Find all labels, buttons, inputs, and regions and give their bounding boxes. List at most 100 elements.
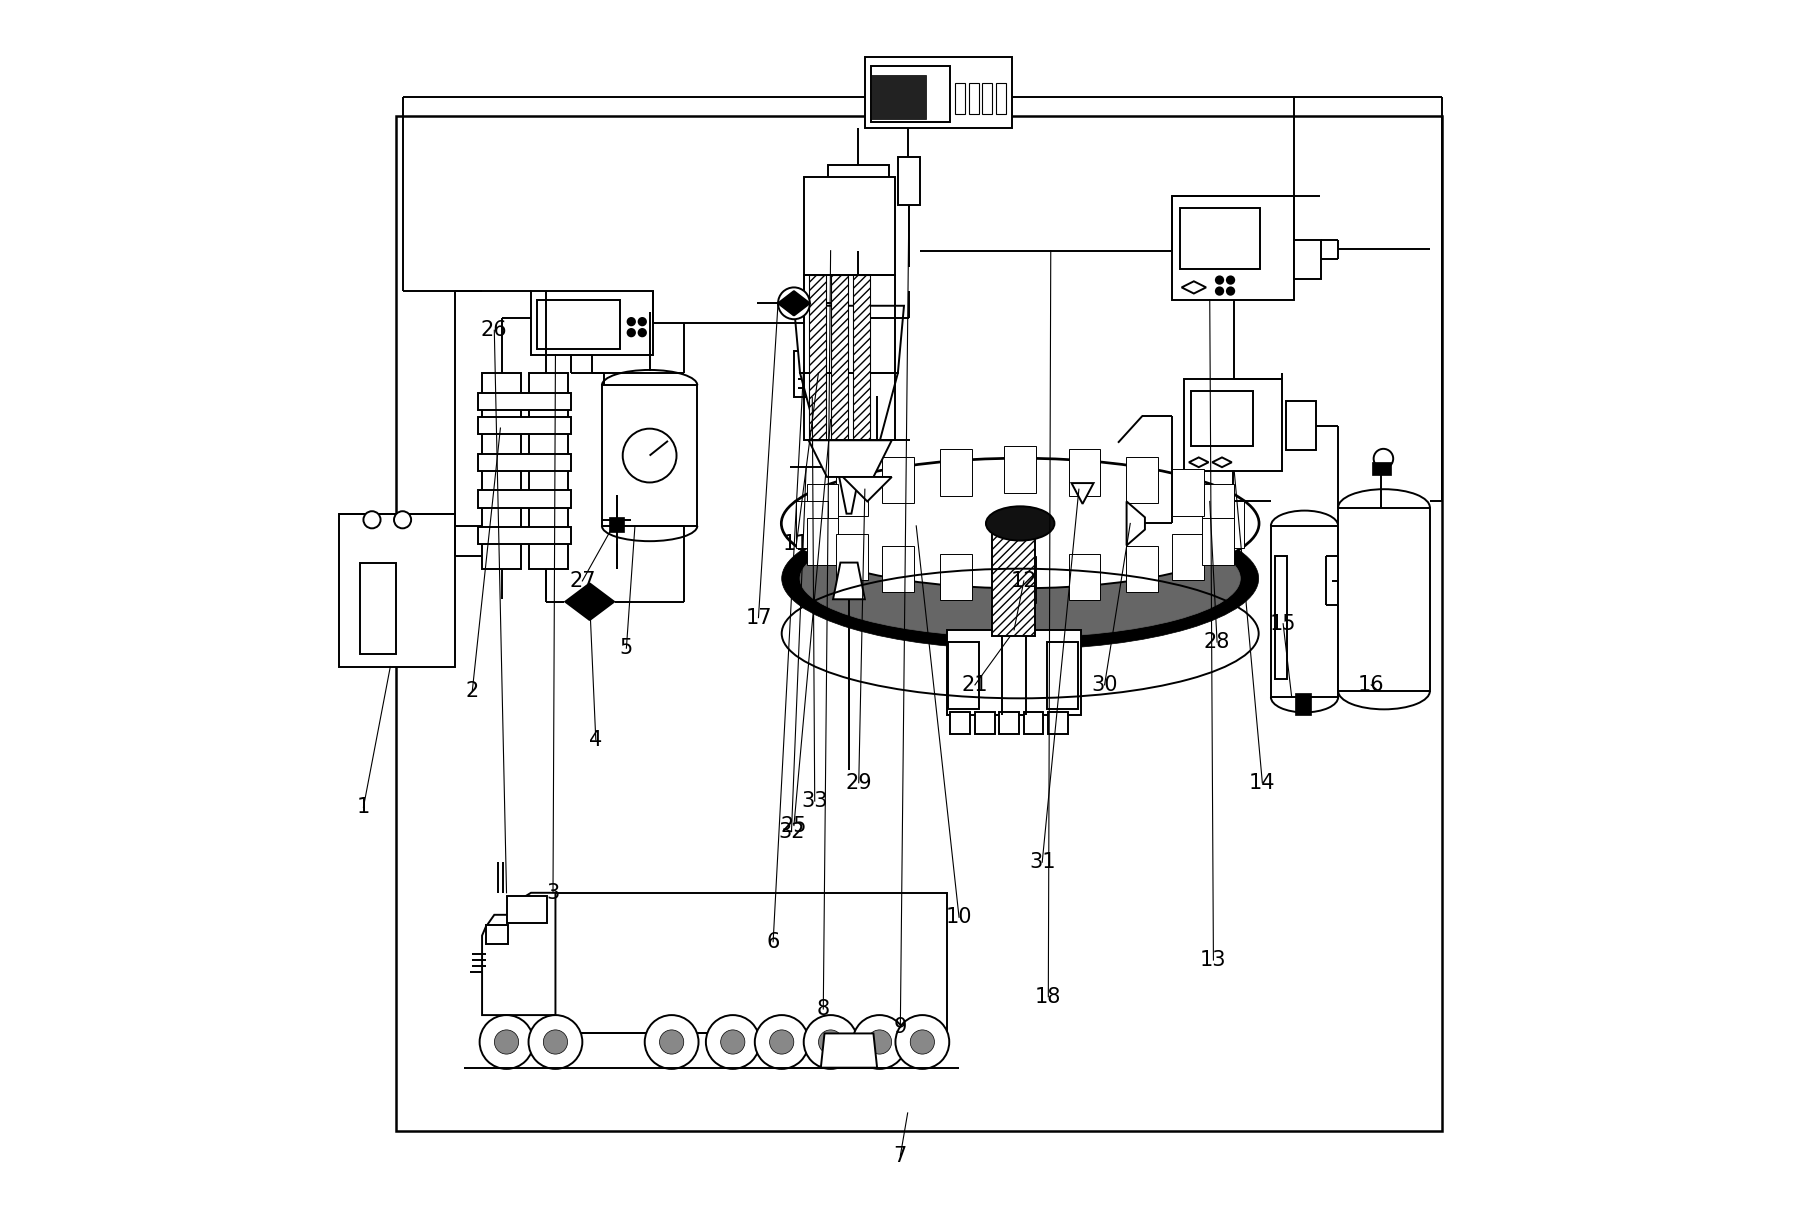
Polygon shape <box>793 291 810 316</box>
Bar <box>1184 379 1281 471</box>
Bar <box>1202 484 1232 531</box>
Circle shape <box>721 1030 744 1054</box>
Bar <box>1211 501 1243 548</box>
Circle shape <box>638 318 645 325</box>
Circle shape <box>867 1030 891 1054</box>
Bar <box>940 554 972 600</box>
Bar <box>1048 712 1068 734</box>
Bar <box>795 501 828 548</box>
Bar <box>506 896 546 923</box>
Bar <box>479 454 571 471</box>
Bar <box>898 157 920 205</box>
Bar <box>1003 446 1035 493</box>
Text: 16: 16 <box>1357 675 1384 695</box>
Polygon shape <box>820 1033 876 1068</box>
Bar <box>808 275 826 440</box>
Bar <box>806 519 838 565</box>
Bar <box>1191 391 1252 446</box>
Text: 33: 33 <box>801 791 828 811</box>
Circle shape <box>894 1015 949 1069</box>
Bar <box>828 373 864 419</box>
Circle shape <box>394 511 410 528</box>
Bar <box>981 83 992 114</box>
Circle shape <box>705 1015 759 1069</box>
Bar <box>479 417 571 434</box>
Bar <box>555 893 947 1033</box>
Bar <box>1337 508 1429 691</box>
Circle shape <box>804 1015 857 1069</box>
Polygon shape <box>482 893 555 1015</box>
Text: 29: 29 <box>846 773 871 793</box>
Circle shape <box>1373 449 1393 468</box>
Circle shape <box>638 329 645 336</box>
Bar <box>1274 556 1287 679</box>
Circle shape <box>627 329 634 336</box>
Text: 1: 1 <box>356 797 370 817</box>
Bar <box>871 75 925 119</box>
Text: 3: 3 <box>546 883 560 903</box>
Ellipse shape <box>985 506 1053 541</box>
Polygon shape <box>1189 457 1207 467</box>
Bar <box>940 449 972 495</box>
Circle shape <box>770 1030 793 1054</box>
Text: 10: 10 <box>945 907 972 927</box>
Circle shape <box>909 1030 934 1054</box>
Text: 13: 13 <box>1200 950 1225 970</box>
Bar <box>804 275 894 440</box>
Bar <box>947 630 1081 715</box>
Bar <box>1068 449 1100 495</box>
Bar <box>1202 519 1232 565</box>
Text: 21: 21 <box>961 675 988 695</box>
Bar <box>338 514 455 667</box>
Text: 18: 18 <box>1035 987 1061 1007</box>
Circle shape <box>1227 287 1234 295</box>
Text: 31: 31 <box>1028 852 1055 872</box>
Polygon shape <box>833 563 864 599</box>
Bar <box>1294 693 1310 715</box>
Polygon shape <box>801 373 898 465</box>
Bar <box>806 484 838 531</box>
Circle shape <box>1214 276 1223 284</box>
Bar <box>1372 462 1390 475</box>
Bar <box>531 291 652 355</box>
Bar <box>1270 526 1337 697</box>
Text: 4: 4 <box>589 730 602 750</box>
Circle shape <box>853 1015 905 1069</box>
Circle shape <box>1214 287 1223 295</box>
Polygon shape <box>1182 281 1205 294</box>
Bar <box>871 66 950 122</box>
Polygon shape <box>1126 501 1144 545</box>
Circle shape <box>587 599 593 604</box>
Text: 32: 32 <box>777 822 804 841</box>
Bar <box>537 300 620 349</box>
Bar <box>882 545 913 592</box>
Bar <box>1285 401 1315 450</box>
Bar <box>609 517 623 532</box>
Circle shape <box>493 1030 519 1054</box>
Circle shape <box>754 1015 808 1069</box>
Bar <box>835 470 867 516</box>
Bar <box>1023 712 1043 734</box>
Text: 8: 8 <box>817 999 829 1019</box>
Bar <box>969 83 978 114</box>
Text: 11: 11 <box>782 534 810 554</box>
Text: 5: 5 <box>620 638 632 658</box>
Ellipse shape <box>801 520 1240 637</box>
Circle shape <box>622 429 676 483</box>
Bar <box>1173 470 1203 516</box>
Bar <box>815 373 876 419</box>
Text: 27: 27 <box>569 571 595 591</box>
Polygon shape <box>777 291 793 316</box>
Bar <box>835 533 867 580</box>
Bar <box>828 165 889 251</box>
Text: 2: 2 <box>466 681 479 701</box>
Text: 15: 15 <box>1269 614 1296 634</box>
Bar <box>1294 240 1321 279</box>
Ellipse shape <box>781 508 1258 649</box>
Polygon shape <box>808 440 891 477</box>
Circle shape <box>645 1015 698 1069</box>
Bar <box>992 526 1034 636</box>
Bar <box>360 563 396 654</box>
Bar <box>1126 457 1158 504</box>
Polygon shape <box>837 465 860 514</box>
